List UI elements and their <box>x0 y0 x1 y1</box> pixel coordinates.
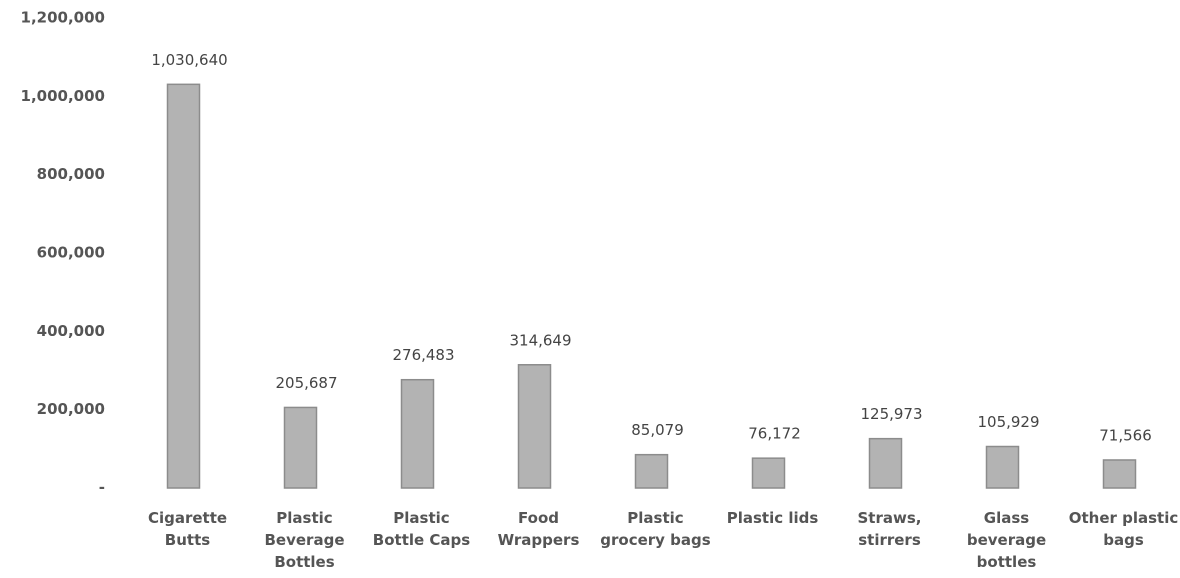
y-tick-label: 200,000 <box>37 400 105 418</box>
x-tick-label: Food Wrappers <box>497 509 580 549</box>
x-tick-label: Straws, stirrers <box>857 509 922 549</box>
y-tick-label: - <box>99 479 105 497</box>
bar <box>634 453 669 489</box>
data-label: 85,079 <box>631 421 684 439</box>
data-label: 76,172 <box>748 425 801 443</box>
bar <box>517 364 552 489</box>
data-label: 276,483 <box>392 346 454 364</box>
x-tick-label: Plastic grocery bags <box>600 509 711 549</box>
data-label: 125,973 <box>860 405 922 423</box>
x-tick-label: Other plastic bags <box>1068 509 1179 549</box>
x-tick-label: Plastic Beverage Bottles <box>264 509 345 571</box>
bar <box>868 437 903 489</box>
data-label: 205,687 <box>275 374 337 392</box>
x-tick-label: Plastic lids <box>726 509 819 527</box>
x-tick-label: Plastic Bottle Caps <box>372 509 471 549</box>
y-tick-label: 1,000,000 <box>21 87 105 105</box>
data-label: 314,649 <box>509 331 571 349</box>
bar <box>985 445 1020 489</box>
y-tick-label: 400,000 <box>37 322 105 340</box>
y-tick-label: 600,000 <box>37 244 105 262</box>
data-label: 105,929 <box>977 413 1039 431</box>
bar <box>283 406 318 489</box>
bar <box>400 378 435 489</box>
y-tick-label: 800,000 <box>37 165 105 183</box>
data-label: 1,030,640 <box>151 51 227 69</box>
y-tick-label: 1,200,000 <box>21 9 105 27</box>
bar <box>751 457 786 489</box>
data-label: 71,566 <box>1099 426 1152 444</box>
x-tick-label: Cigarette Butts <box>147 509 228 549</box>
bar <box>1102 459 1137 489</box>
x-tick-label: Glass beverage bottles <box>966 509 1047 571</box>
bar <box>166 83 201 489</box>
